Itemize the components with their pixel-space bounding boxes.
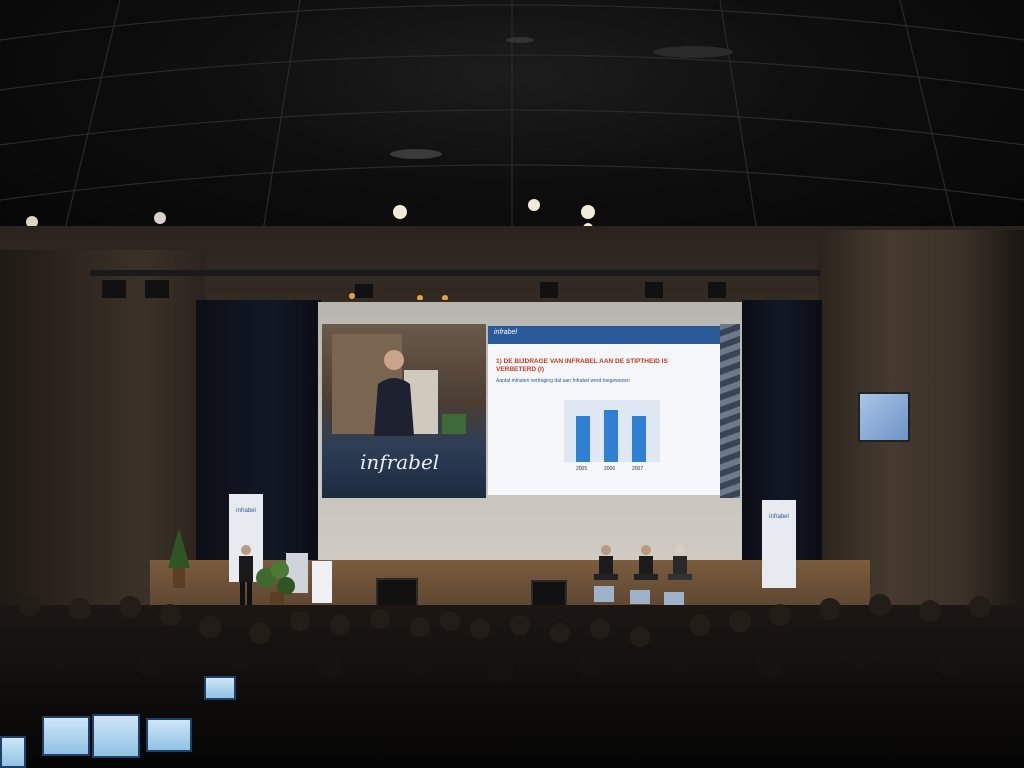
wall-monitor xyxy=(858,392,910,442)
year-label-2006: 2006 xyxy=(604,466,615,472)
bar-2006 xyxy=(604,410,618,462)
left-plant xyxy=(168,528,190,588)
screen-stripe xyxy=(720,324,740,498)
speaker-person xyxy=(239,545,253,606)
left-wall xyxy=(0,250,205,610)
ceiling-lights xyxy=(26,37,733,233)
banner-right-logo: infrabel xyxy=(769,514,789,520)
bar-2005 xyxy=(576,416,590,462)
screen-logo: infrabel xyxy=(360,450,440,474)
lighting-truss xyxy=(90,270,820,300)
slide-bar-chart: 2005 2006 2007 xyxy=(564,400,660,472)
plant-arrangement xyxy=(256,561,295,606)
ceiling-grid xyxy=(0,0,1024,250)
presentation-slide: infrabel 1) DE BIJDRAGE VAN INFRABEL AAN… xyxy=(488,326,720,495)
speaker-photo-icon xyxy=(332,334,466,436)
year-label-2007: 2007 xyxy=(632,466,643,472)
banner-left-logo: infrabel xyxy=(236,508,256,514)
slide-title: 1) DE BIJDRAGE VAN INFRABEL AAN DE STIPT… xyxy=(496,358,668,373)
screen-speaker-photo xyxy=(322,324,486,498)
laptop-screen-4 xyxy=(146,718,192,752)
laptop-screen-3 xyxy=(92,714,140,758)
banner-right: infrabel xyxy=(762,500,796,588)
bar-2007 xyxy=(632,416,646,462)
panel-members xyxy=(594,545,692,606)
year-label-2005: 2005 xyxy=(576,466,587,472)
laptop-screen-2 xyxy=(42,716,90,756)
right-wall xyxy=(818,230,1024,610)
laptop-screen-5 xyxy=(204,676,236,700)
slide-subtitle: Aantal minuten vertraging dat aan Infrab… xyxy=(496,378,630,384)
laptop-screen-1 xyxy=(0,736,26,768)
slide-header-logo: infrabel xyxy=(494,329,517,336)
podium xyxy=(312,561,332,603)
